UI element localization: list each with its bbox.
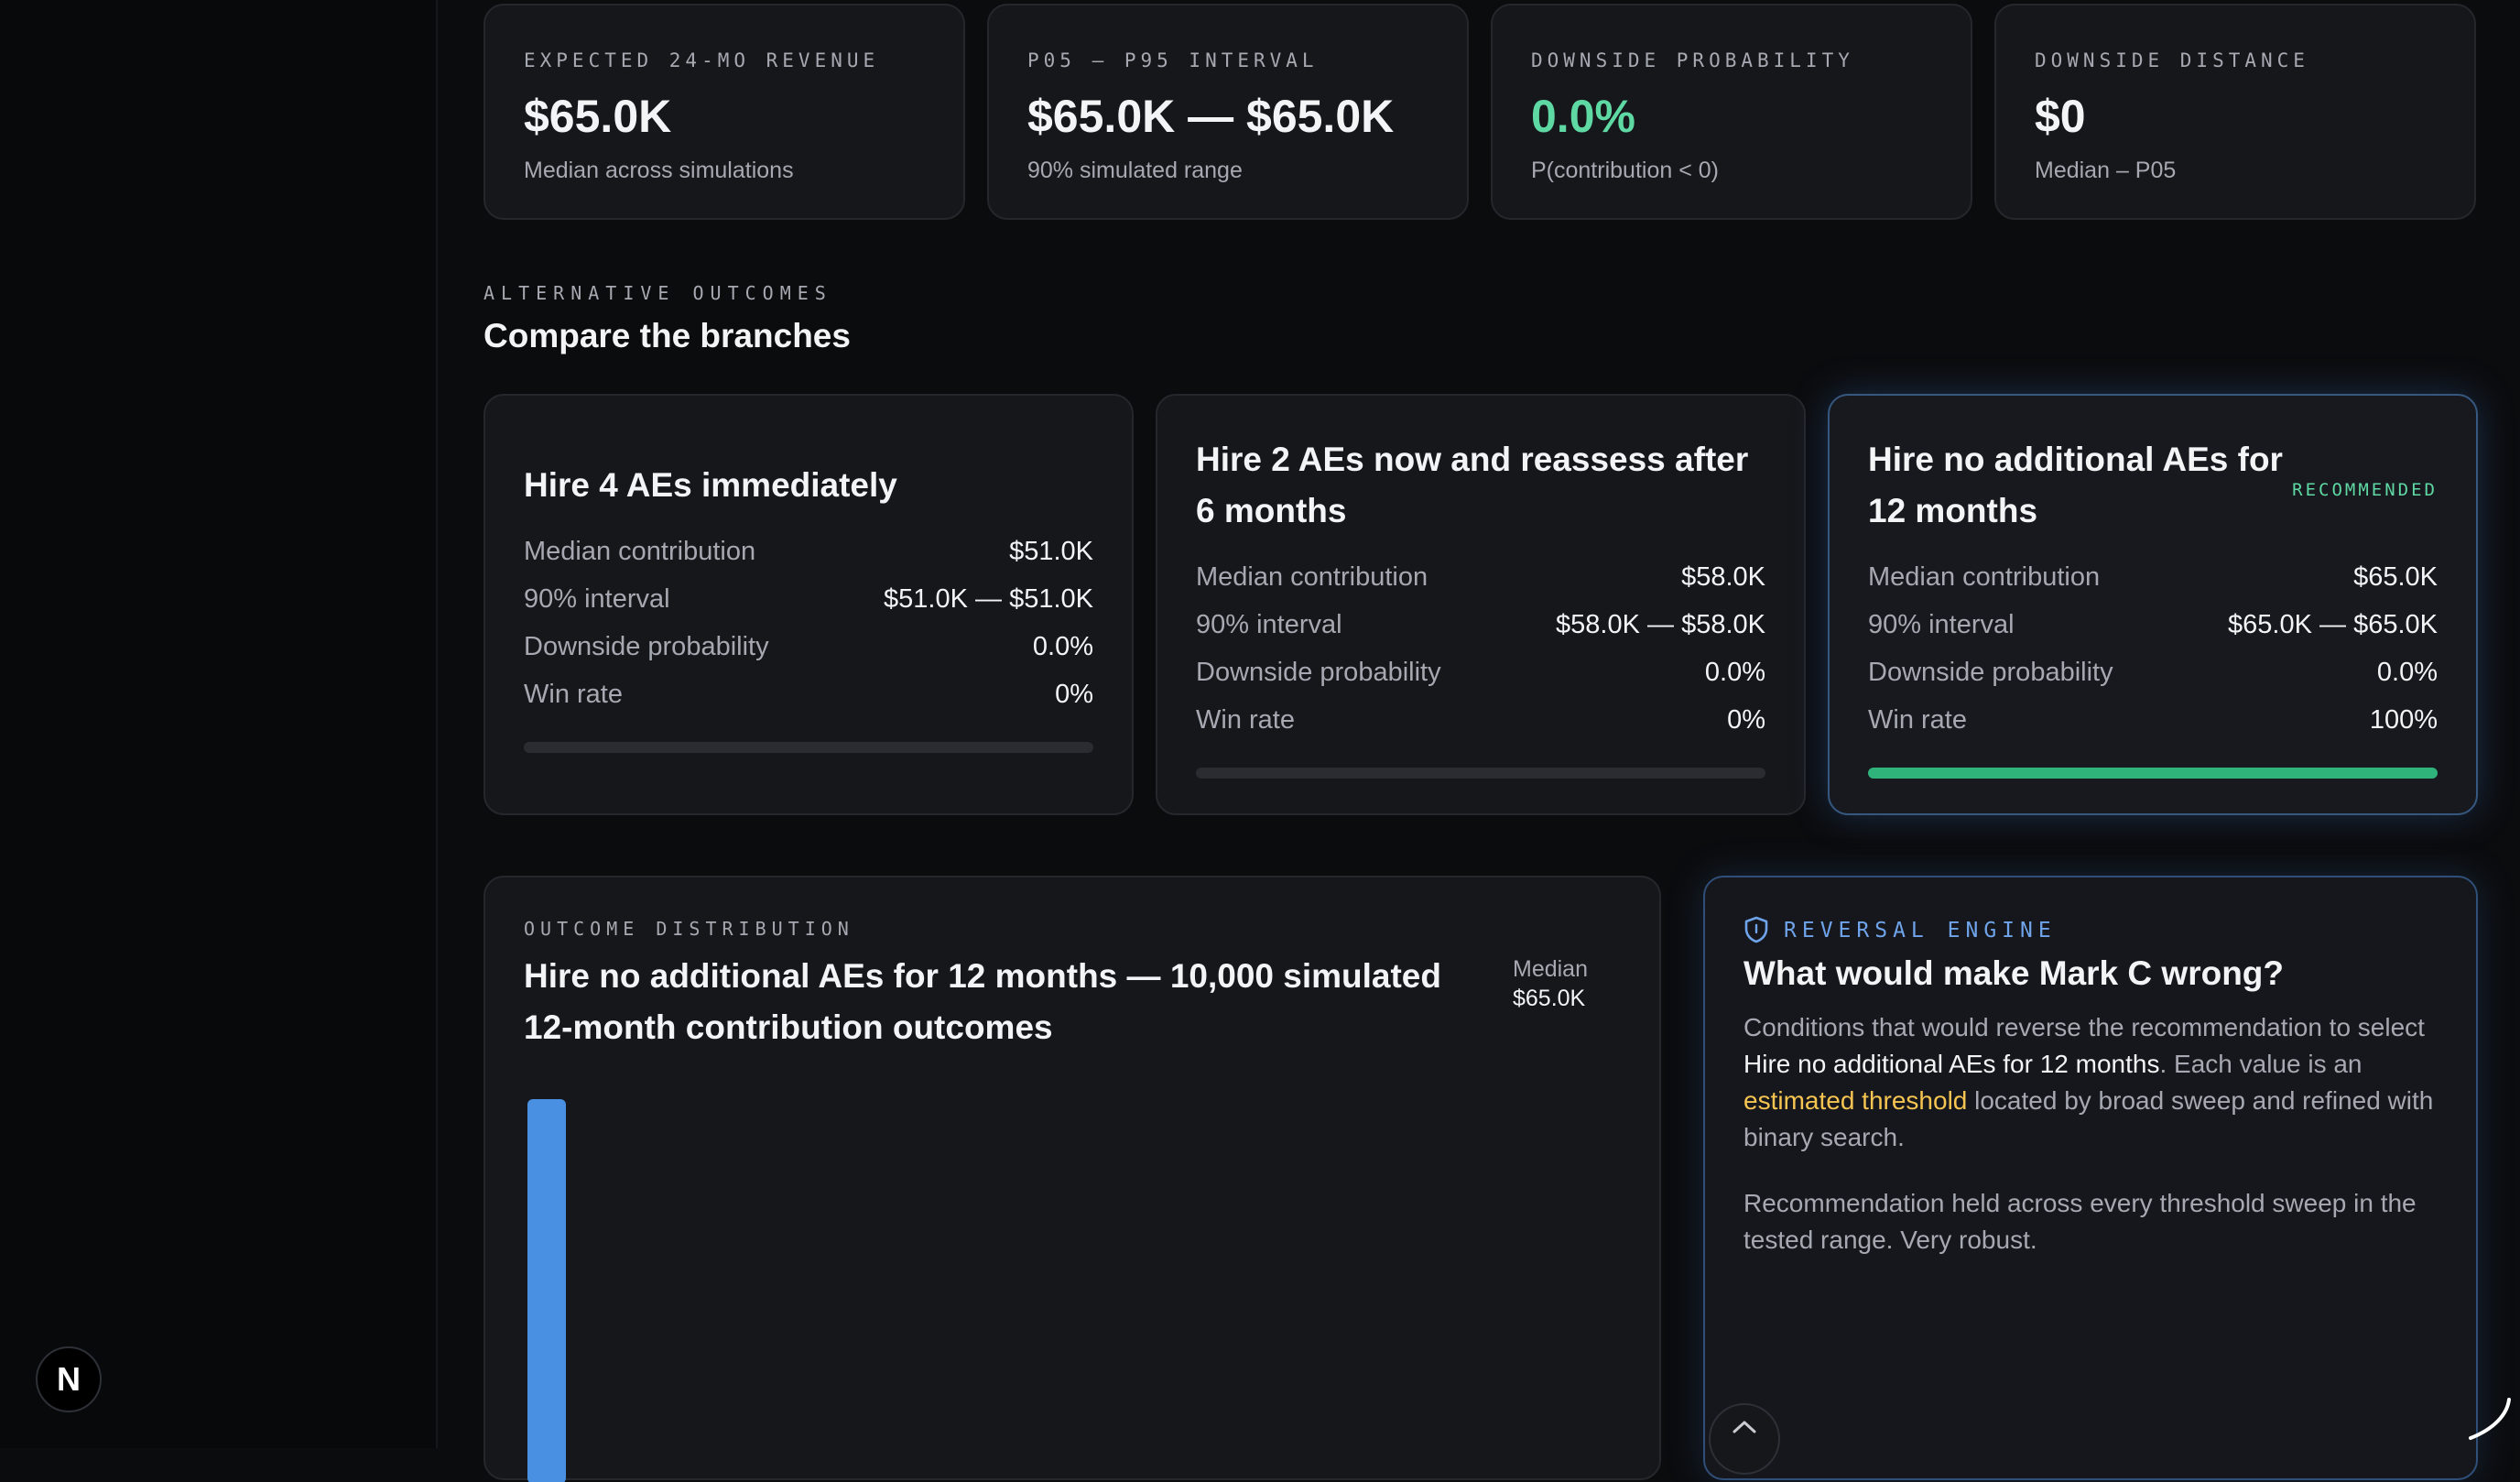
branch-row: 90% interval $65.0K — $65.0K — [1868, 601, 2438, 648]
row-key: 90% interval — [1196, 609, 1342, 639]
recommended-badge: RECOMMENDED — [2292, 480, 2438, 500]
branch-row: 90% interval $58.0K — $58.0K — [1196, 601, 1765, 648]
kpi-value: $65.0K — $65.0K — [1027, 91, 1395, 142]
branch-row: Downside probability 0.0% — [524, 623, 1093, 670]
kpi-card-expected-revenue: EXPECTED 24-MO REVENUE $65.0K Median acr… — [483, 4, 965, 220]
kpi-sub: Median – P05 — [2035, 158, 2177, 183]
kpi-sub: P(contribution < 0) — [1531, 158, 1719, 183]
branch-row: Win rate 0% — [524, 670, 1093, 718]
kpi-sub: 90% simulated range — [1027, 158, 1243, 183]
app-badge-n[interactable]: N — [36, 1346, 102, 1412]
kpi-card-downside-probability: DOWNSIDE PROBABILITY 0.0% P(contribution… — [1491, 4, 1972, 220]
shield-icon — [1744, 916, 1768, 943]
branch-card-hire-none[interactable]: Hire no additional AEs for 12 months REC… — [1828, 394, 2478, 815]
row-key: Downside probability — [1196, 657, 1441, 687]
row-value: $51.0K — [1009, 536, 1093, 566]
p1-text: located by broad sweep and refined with … — [1743, 1086, 2434, 1151]
row-key: Win rate — [1868, 704, 1967, 735]
row-value: 0.0% — [1032, 631, 1093, 661]
main-content: EXPECTED 24-MO REVENUE $65.0K Median acr… — [483, 0, 2478, 1482]
row-key: Win rate — [524, 679, 623, 709]
histogram-bar — [527, 1099, 566, 1482]
branch-row: Win rate 100% — [1868, 696, 2438, 744]
row-key: Median contribution — [1196, 561, 1428, 592]
win-rate-bar — [1196, 768, 1765, 779]
row-key: Downside probability — [524, 631, 769, 661]
branch-title: Hire 2 AEs now and reassess after 6 mont… — [1196, 441, 1749, 529]
branch-row: 90% interval $51.0K — $51.0K — [524, 575, 1093, 623]
branch-row: Median contribution $58.0K — [1196, 553, 1765, 601]
chevron-up-icon — [1732, 1421, 1756, 1433]
scroll-up-button[interactable] — [1709, 1403, 1780, 1475]
kpi-value: $65.0K — [524, 91, 672, 142]
p1-branch-highlight: Hire no additional AEs for 12 months — [1743, 1050, 2160, 1078]
p1-text: Conditions that would reverse the recomm… — [1743, 1013, 2425, 1041]
branch-row: Median contribution $65.0K — [1868, 553, 2438, 601]
row-value: $51.0K — $51.0K — [884, 583, 1093, 614]
branch-row: Win rate 0% — [1196, 696, 1765, 744]
row-value: $58.0K — [1681, 561, 1765, 592]
branch-row: Downside probability 0.0% — [1196, 648, 1765, 696]
dist-title: Hire no additional AEs for 12 months — 1… — [524, 957, 1441, 1046]
row-key: Median contribution — [524, 536, 756, 566]
kpi-card-interval: P05 – P95 INTERVAL $65.0K — $65.0K 90% s… — [987, 4, 1469, 220]
branch-row: Downside probability 0.0% — [1868, 648, 2438, 696]
row-value: 0% — [1055, 679, 1093, 709]
outcome-distribution-card: OUTCOME DISTRIBUTION Hire no additional … — [483, 876, 1661, 1482]
median-value: $65.0K — [1513, 986, 1586, 1011]
row-value: 0.0% — [1704, 657, 1765, 687]
win-rate-bar — [524, 742, 1093, 753]
kpi-card-downside-distance: DOWNSIDE DISTANCE $0 Median – P05 — [1994, 4, 2476, 220]
section-title: Compare the branches — [483, 317, 851, 354]
row-key: Median contribution — [1868, 561, 2101, 592]
row-value: 0.0% — [2376, 657, 2438, 687]
kpi-value: $0 — [2035, 91, 2086, 142]
row-value: $65.0K — $65.0K — [2228, 609, 2438, 639]
row-value: 100% — [2369, 704, 2438, 735]
branch-row: Median contribution $51.0K — [524, 528, 1093, 575]
p1-text: . Each value is an — [2159, 1050, 2362, 1078]
threshold-highlight: estimated threshold — [1743, 1086, 1968, 1115]
branch-card-hire-2[interactable]: Hire 2 AEs now and reassess after 6 mont… — [1156, 394, 1806, 815]
reversal-paragraph-2: Recommendation held across every thresho… — [1743, 1189, 2417, 1254]
row-value: 0% — [1727, 704, 1765, 735]
dist-eyebrow: OUTCOME DISTRIBUTION — [524, 918, 854, 940]
win-rate-fill — [1868, 768, 2438, 779]
sidebar: N — [0, 0, 438, 1448]
row-value: $65.0K — [2353, 561, 2438, 592]
loading-arc-icon — [2469, 1398, 2511, 1440]
median-label: Median — [1513, 956, 1588, 982]
row-key: Downside probability — [1868, 657, 2113, 687]
distribution-chart — [527, 1099, 566, 1482]
kpi-sub: Median across simulations — [524, 158, 794, 183]
kpi-label: EXPECTED 24-MO REVENUE — [524, 49, 880, 71]
row-key: 90% interval — [1868, 609, 2015, 639]
kpi-label: DOWNSIDE DISTANCE — [2035, 49, 2309, 71]
reversal-engine-card: REVERSAL ENGINE What would make Mark C w… — [1703, 876, 2478, 1480]
row-key: Win rate — [1196, 704, 1295, 735]
branch-card-hire-4[interactable]: Hire 4 AEs immediately Median contributi… — [483, 394, 1134, 815]
reversal-eyebrow: REVERSAL ENGINE — [1784, 919, 2057, 943]
win-rate-bar — [1868, 768, 2438, 779]
branch-title: Hire no additional AEs for 12 months — [1868, 441, 2283, 529]
row-key: 90% interval — [524, 583, 670, 614]
section-eyebrow: ALTERNATIVE OUTCOMES — [483, 282, 832, 304]
reversal-title: What would make Mark C wrong? — [1743, 954, 2284, 992]
kpi-value: 0.0% — [1531, 91, 1635, 142]
branch-title: Hire 4 AEs immediately — [524, 466, 897, 504]
kpi-label: P05 – P95 INTERVAL — [1027, 49, 1319, 71]
reversal-paragraph-1: Conditions that would reverse the recomm… — [1743, 1009, 2458, 1156]
row-value: $58.0K — $58.0K — [1556, 609, 1765, 639]
kpi-label: DOWNSIDE PROBABILITY — [1531, 49, 1854, 71]
